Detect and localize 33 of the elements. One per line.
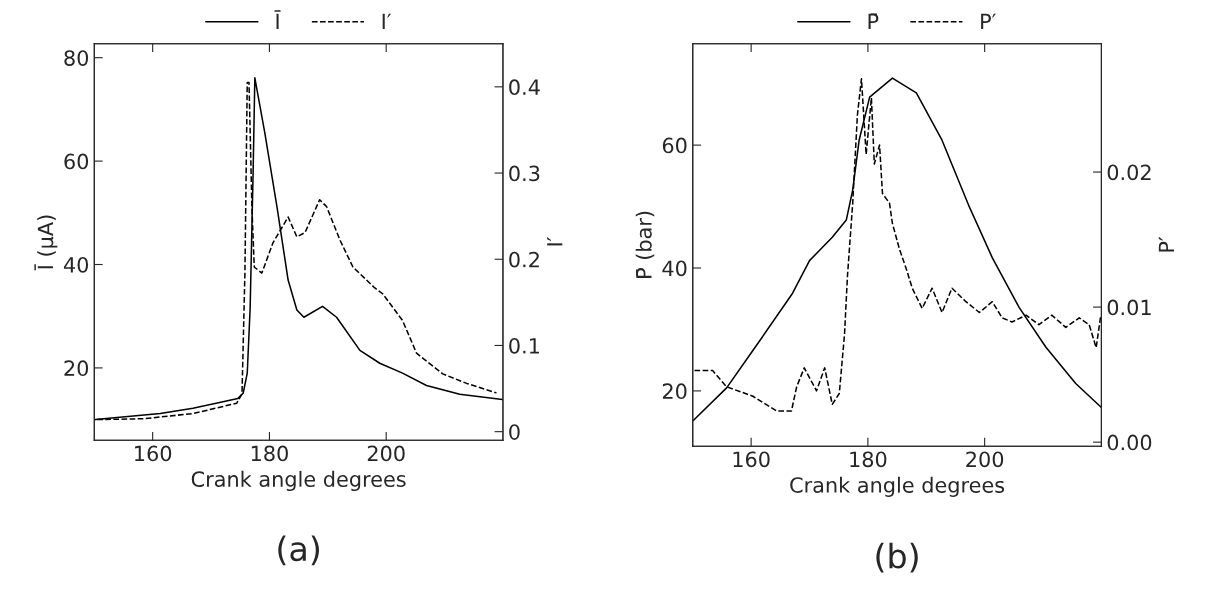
y-tick-label: 60 <box>64 153 89 170</box>
y2-tick-label: 0.4 <box>509 79 540 96</box>
text: (b) <box>876 542 918 573</box>
y2-tick-label: 0.01 <box>1107 299 1151 316</box>
x-tick-label: 160 <box>135 445 172 462</box>
y2-axis-title: P′ <box>1158 236 1175 252</box>
y-axis-title: P̄ (bar) <box>635 211 655 278</box>
y2-tick-label: 0 <box>509 424 520 440</box>
y-tick-label: 20 <box>64 360 89 377</box>
y2-tick-label: 0.00 <box>1107 434 1152 451</box>
y-tick-label: 40 <box>63 256 89 273</box>
x-tick-label: 180 <box>251 445 288 462</box>
legend-label: P̄ <box>868 13 879 29</box>
legend-label: Ī <box>274 10 281 29</box>
y-tick-label: 60 <box>662 137 687 154</box>
x-tick-label: 160 <box>733 451 770 468</box>
y-tick-label: 20 <box>662 383 687 400</box>
text: (a) <box>278 535 319 566</box>
y-tick-label: 80 <box>64 50 89 66</box>
legend-label: I′ <box>382 13 392 29</box>
y2-tick-label: 0.2 <box>509 251 539 268</box>
legend-label: P′ <box>981 13 996 29</box>
y-tick-label: 40 <box>662 260 687 277</box>
x-tick-label: 200 <box>966 451 1004 468</box>
y2-tick-label: 0.1 <box>509 337 540 354</box>
x-tick-label: 180 <box>850 451 887 468</box>
y2-axis-title: I′ <box>547 237 563 246</box>
y2-tick-label: 0.3 <box>509 165 540 182</box>
x-axis-title: Crank angle degrees <box>790 476 1005 497</box>
y-axis-title: Ī (μA) <box>34 215 58 271</box>
x-axis-title: Crank angle degrees <box>191 470 406 492</box>
x-tick-label: 200 <box>367 445 405 462</box>
y2-tick-label: 0.02 <box>1107 164 1151 181</box>
